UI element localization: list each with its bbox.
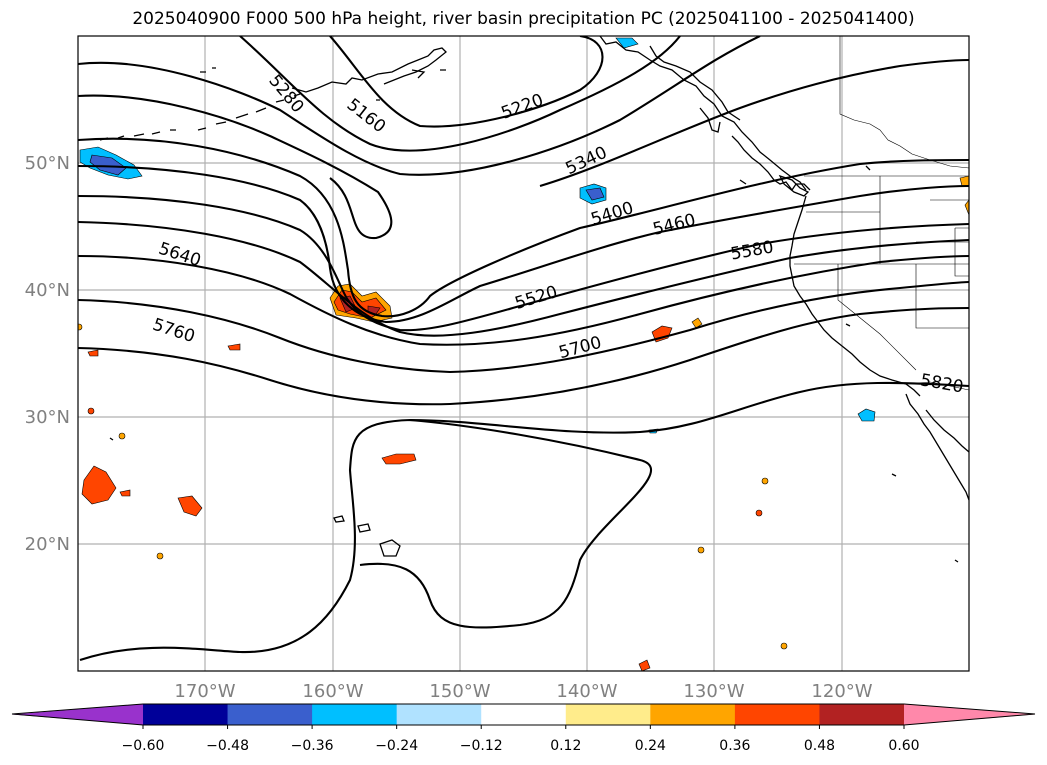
contour-5700	[78, 280, 969, 374]
precip-negative-patch	[857, 408, 876, 422]
colorbar-segment	[143, 704, 229, 725]
contour-5580	[78, 220, 969, 337]
colorbar-segment	[396, 704, 482, 725]
colorbar-extension-high	[904, 704, 1035, 725]
baja-coast	[905, 393, 969, 501]
colorbar-tick-label: −0.60	[122, 738, 165, 754]
lon-labels: 170°W 160°W 150°W 140°W 130°W 120°W	[174, 681, 872, 702]
precip-positive-patch	[697, 546, 705, 554]
colorbar-tick-label: 0.60	[888, 738, 919, 754]
precip-patches	[78, 37, 969, 671]
colorbar-extension-low	[12, 704, 143, 725]
precip-negative-patch	[615, 37, 639, 49]
alaska-coast	[699, 107, 721, 133]
precip-positive-patch	[87, 407, 95, 415]
colorbar-tick-label: −0.12	[460, 738, 503, 754]
precip-positive-patch	[761, 477, 769, 485]
lon-label: 170°W	[174, 681, 235, 702]
island-maui	[357, 523, 371, 533]
precip-positive-patch	[81, 465, 117, 505]
contour-5520	[78, 194, 969, 332]
precip-positive-patch	[78, 323, 83, 331]
colorbar-segment	[650, 704, 736, 725]
contour-5820	[79, 381, 969, 661]
gridlines	[78, 36, 969, 671]
contour-5400	[78, 137, 969, 318]
lon-label: 140°W	[556, 681, 617, 702]
contour-5160	[329, 36, 604, 128]
alaska-coast	[599, 36, 807, 191]
colorbar-tick-label: −0.48	[206, 738, 249, 754]
precip-positive-patch	[118, 432, 126, 440]
precip-positive-patch	[691, 317, 703, 329]
precip-positive-patch	[638, 659, 651, 671]
island-hawaii	[379, 539, 401, 557]
colorbar-segment	[312, 704, 398, 725]
vancouver-island	[778, 174, 810, 197]
height-contours	[78, 36, 969, 661]
precip-negative-patch	[585, 187, 605, 201]
lon-label: 130°W	[683, 681, 744, 702]
precip-positive-patch	[119, 489, 131, 497]
map-background	[78, 36, 969, 671]
precip-positive-patch	[780, 642, 788, 650]
contour-5340-east	[539, 58, 969, 188]
alaska-canada-border	[839, 36, 969, 169]
alaska-coast	[291, 47, 447, 93]
precip-negative-patch	[89, 154, 127, 176]
lat-labels: 50°N 40°N 30°N 20°N	[25, 153, 70, 555]
colorbar-segment	[227, 704, 313, 725]
colorbar-tick-label: 0.48	[804, 738, 835, 754]
colorbar-segment	[819, 704, 905, 725]
us-west-coast	[789, 195, 921, 397]
contour-5760	[78, 306, 969, 406]
alaska-coast	[411, 69, 426, 79]
precip-positive-patch	[959, 175, 969, 187]
contour-5460	[78, 164, 969, 324]
map-title: 2025040900 F000 500 hPa height, river ba…	[132, 9, 915, 29]
map-frame	[77, 35, 970, 672]
alaska-coast	[649, 45, 741, 121]
precip-positive-patch	[177, 495, 203, 517]
islands-misc	[109, 67, 959, 563]
contour-5820-south	[359, 418, 652, 629]
colorbar-tick-label: 0.12	[550, 738, 581, 754]
colorbar-tick-label: −0.24	[375, 738, 418, 754]
gulf-coast	[925, 409, 969, 453]
lon-label: 150°W	[429, 681, 490, 702]
precip-positive-patch	[87, 349, 99, 357]
precip-positive-patch	[227, 343, 241, 351]
precip-positive-patch	[964, 199, 969, 216]
colorbar-segment	[565, 704, 651, 725]
colorbar-segment	[734, 704, 820, 725]
lon-label: 120°W	[811, 681, 872, 702]
island-oahu	[333, 515, 345, 523]
colorbar-tick-label: −0.36	[291, 738, 334, 754]
colorbar-tick-label: 0.24	[635, 738, 666, 754]
contour-5640	[78, 254, 969, 346]
colorbar-tick-label: 0.36	[719, 738, 750, 754]
contour-5340	[78, 94, 393, 240]
colorbar: −0.60 −0.48 −0.36 −0.24 −0.12 0.12 0.24 0.36 0.4…	[11, 703, 1036, 754]
precip-positive-patch	[156, 552, 164, 560]
lat-label: 30°N	[25, 407, 70, 428]
lat-label: 40°N	[25, 280, 70, 301]
contour-5280	[78, 36, 761, 176]
lat-label: 50°N	[25, 153, 70, 174]
precip-positive-patch	[755, 509, 763, 517]
contour-5220	[239, 36, 681, 152]
lat-label: 20°N	[25, 534, 70, 555]
coastlines	[99, 36, 969, 563]
precip-positive-patch	[381, 453, 417, 465]
lon-label: 160°W	[302, 681, 363, 702]
colorbar-segment	[481, 704, 567, 725]
